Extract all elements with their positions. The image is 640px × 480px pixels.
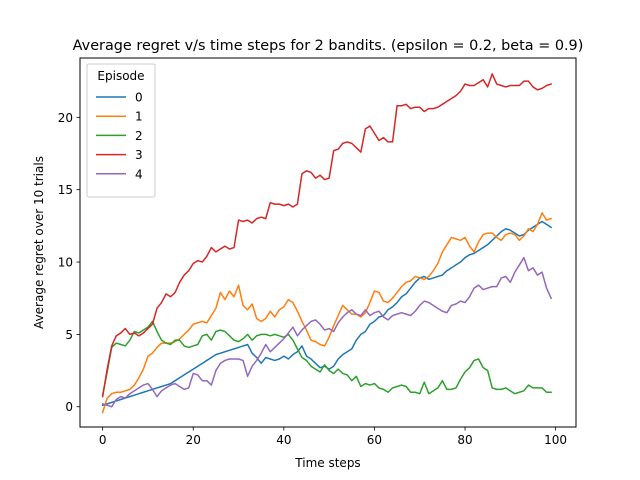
series-line-1 — [101, 212, 553, 414]
legend-label-1: 1 — [135, 110, 143, 124]
x-tick-label: 0 — [99, 433, 107, 447]
legend-box — [86, 63, 156, 198]
series-line-3 — [101, 73, 553, 398]
legend-label-0: 0 — [135, 91, 143, 105]
x-tick-label: 20 — [186, 433, 201, 447]
legend-label-4: 4 — [135, 167, 143, 181]
y-tick-label: 10 — [58, 256, 73, 270]
y-tick-label: 20 — [58, 111, 73, 125]
x-axis-label: Time steps — [294, 456, 360, 470]
x-tick-label: 40 — [276, 433, 291, 447]
legend-label-2: 2 — [135, 129, 143, 143]
x-tick-label: 60 — [367, 433, 382, 447]
y-tick-label: 0 — [65, 400, 73, 414]
x-axis: 0 20 40 60 80 100 — [99, 427, 567, 447]
series-line-4 — [101, 256, 553, 408]
y-tick-label: 15 — [58, 183, 73, 197]
legend: Episode 0 1 2 3 4 — [86, 63, 156, 198]
legend-title: Episode — [97, 69, 144, 83]
y-tick-label: 5 — [65, 328, 73, 342]
y-axis: 0 5 10 15 20 — [58, 111, 80, 414]
chart-title: Average regret v/s time steps for 2 band… — [73, 38, 584, 54]
x-tick-label: 100 — [544, 433, 567, 447]
plot-area — [101, 73, 553, 414]
y-axis-label: Average regret over 10 trials — [32, 156, 46, 329]
plot-frame — [79, 57, 577, 428]
series-line-0 — [101, 220, 553, 407]
legend-label-3: 3 — [135, 148, 143, 162]
x-tick-label: 80 — [457, 433, 472, 447]
series-line-2 — [101, 320, 552, 397]
